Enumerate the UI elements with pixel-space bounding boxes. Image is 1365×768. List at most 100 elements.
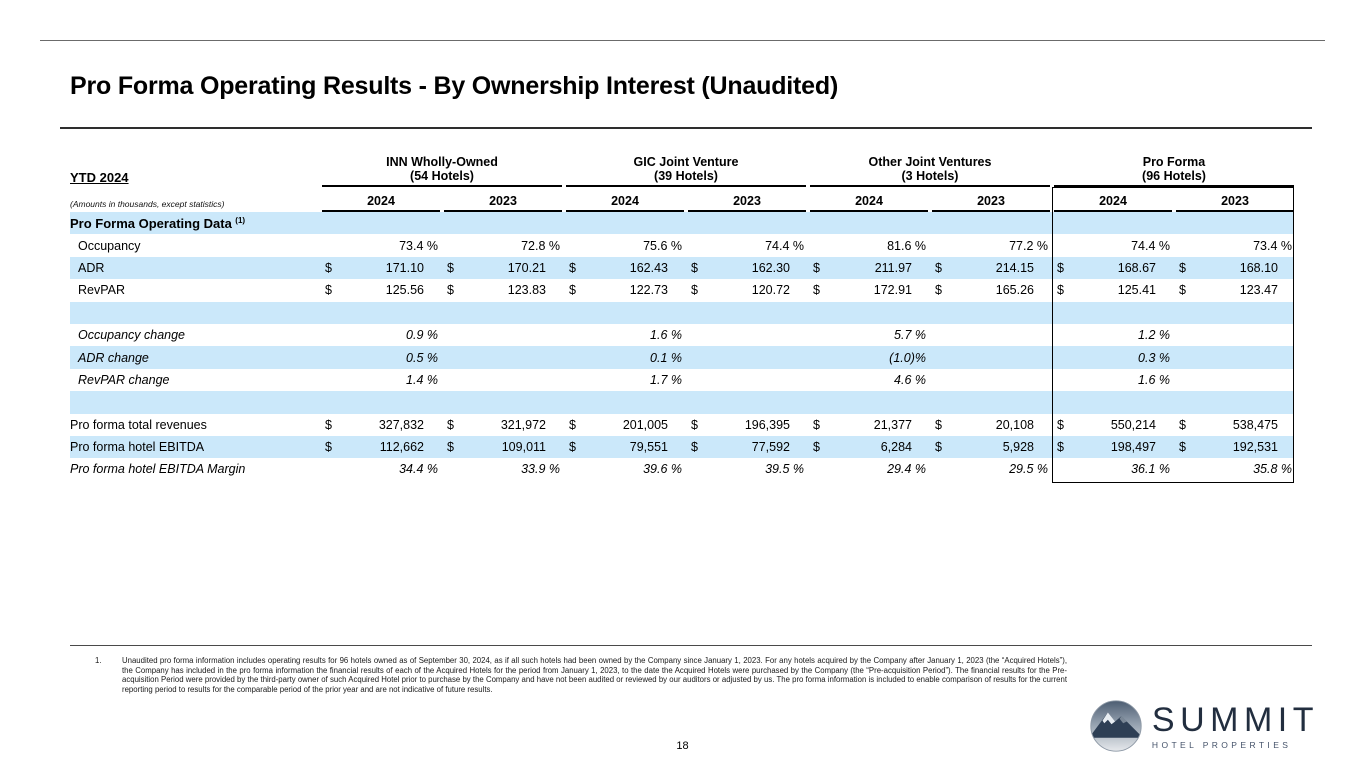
data-cell: $109,011: [444, 436, 562, 458]
group-hotels: (54 Hotels): [410, 169, 474, 183]
data-cell: $162.43: [566, 257, 684, 279]
data-cell: [688, 369, 806, 391]
year-header: 2023: [444, 187, 562, 212]
cell-value: 168.67: [1117, 260, 1156, 275]
dollar-sign: $: [1179, 260, 1186, 275]
data-cell: $201,005: [566, 414, 684, 436]
row-label-text: Pro Forma Operating Data: [70, 215, 232, 231]
table-row: ADR change 0.5 % 0.1 % (1.0)% 0.3 %: [70, 346, 1294, 369]
data-cell: $171.10: [322, 257, 440, 279]
ytd-cell: YTD 2024: [70, 150, 318, 187]
data-cell: [1176, 369, 1294, 391]
row-label: Pro forma total revenues: [70, 418, 318, 432]
data-cell: 39.5 %: [688, 458, 806, 480]
cell-value: 538,475: [1232, 417, 1278, 432]
cell-value: 81.6 %: [887, 238, 926, 253]
dollar-sign: $: [1057, 260, 1064, 275]
group-header-other-jv: Other Joint Ventures (3 Hotels): [810, 150, 1050, 187]
data-cell: $192,531: [1176, 436, 1294, 458]
group-hotels: (39 Hotels): [654, 169, 718, 183]
cell-value: 0.5 %: [406, 350, 438, 365]
data-cell: 74.4 %: [688, 234, 806, 256]
page-title: Pro Forma Operating Results - By Ownersh…: [70, 72, 839, 100]
data-cell: $77,592: [688, 436, 806, 458]
dollar-sign: $: [935, 260, 942, 275]
table-row: RevPAR $125.56 $123.83 $122.73 $120.72 $172.9…: [70, 279, 1294, 301]
cell-value: 550,214: [1110, 417, 1156, 432]
group-name: Other Joint Ventures: [868, 155, 992, 169]
data-cell: $20,108: [932, 414, 1050, 436]
data-cell: 0.5 %: [322, 346, 440, 368]
table-row: Pro forma total revenues $327,832 $321,972…: [70, 414, 1294, 436]
row-label-text: Pro forma total revenues: [70, 417, 207, 432]
data-cell: $538,475: [1176, 414, 1294, 436]
data-cell: $170.21: [444, 257, 562, 279]
data-cell: $5,928: [932, 436, 1050, 458]
data-cell: $122.73: [566, 279, 684, 301]
table-row: Occupancy change 0.9 % 1.6 % 5.7 % 1.2 %: [70, 324, 1294, 346]
logo-textblock: SUMMIT HOTEL PROPERTIES: [1152, 703, 1319, 750]
cell-value: 201,005: [622, 417, 668, 432]
year-header: 2024: [322, 187, 440, 212]
data-cell: [1176, 324, 1294, 346]
dollar-sign: $: [447, 440, 454, 455]
cell-value: 214.15: [995, 260, 1034, 275]
year-header: 2024: [1054, 187, 1172, 212]
amounts-note: (Amounts in thousands, except statistics…: [70, 199, 225, 209]
dollar-sign: $: [1057, 417, 1064, 432]
cell-value: 39.6 %: [643, 462, 682, 477]
group-header-gic: GIC Joint Venture (39 Hotels): [566, 150, 806, 187]
dollar-sign: $: [325, 283, 332, 298]
cell-value: 165.26: [995, 283, 1034, 298]
data-cell: 1.6 %: [566, 324, 684, 346]
table-row: ADR $171.10 $170.21 $162.43 $162.30 $211.97 $2…: [70, 256, 1294, 280]
dollar-sign: $: [813, 417, 820, 432]
year-header: 2023: [688, 187, 806, 212]
cell-value: 77.2 %: [1009, 238, 1048, 253]
data-cell: $321,972: [444, 414, 562, 436]
cell-value: 123.47: [1239, 283, 1278, 298]
cell-value: 0.3 %: [1138, 350, 1170, 365]
cell-value: 196,395: [744, 417, 790, 432]
mountain-icon: [1090, 700, 1142, 752]
year-header: 2023: [932, 187, 1050, 212]
cell-value: 29.4 %: [887, 462, 926, 477]
data-cell: 1.2 %: [1054, 324, 1172, 346]
year-header: 2024: [810, 187, 928, 212]
group-header-inn: INN Wholly-Owned (54 Hotels): [322, 150, 562, 187]
dollar-sign: $: [325, 440, 332, 455]
cell-value: 211.97: [874, 260, 912, 275]
cell-value: 74.4 %: [765, 238, 804, 253]
cell-value: 36.1 %: [1131, 462, 1170, 477]
data-cell: $165.26: [932, 279, 1050, 301]
cell-value: 39.5 %: [765, 462, 804, 477]
data-cell: [688, 324, 806, 346]
dollar-sign: $: [325, 417, 332, 432]
data-cell: 35.8 %: [1176, 458, 1294, 480]
data-cell: $112,662: [322, 436, 440, 458]
cell-value: 75.6 %: [643, 238, 682, 253]
section-header-row: Pro Forma Operating Data (1): [70, 212, 1294, 235]
cell-value: 0.9 %: [406, 328, 438, 343]
dollar-sign: $: [691, 260, 698, 275]
data-cell: 73.4 %: [1176, 234, 1294, 256]
year-header: 2023: [1176, 187, 1294, 212]
row-label: Pro forma hotel EBITDA: [70, 440, 318, 454]
cell-value: 170.21: [507, 260, 546, 275]
dollar-sign: $: [935, 440, 942, 455]
data-cell: $214.15: [932, 257, 1050, 279]
cell-value: (1.0)%: [889, 350, 926, 365]
data-cell: [932, 346, 1050, 368]
group-hotels: (3 Hotels): [901, 169, 959, 183]
data-cell: [1176, 346, 1294, 368]
group-header-pro-forma: Pro Forma (96 Hotels): [1054, 150, 1294, 187]
footnote-number: 1.: [95, 656, 102, 665]
cell-value: 327,832: [378, 417, 424, 432]
row-label: RevPAR change: [70, 373, 318, 387]
data-cell: 0.3 %: [1054, 346, 1172, 368]
dollar-sign: $: [1179, 283, 1186, 298]
data-cell: 29.4 %: [810, 458, 928, 480]
spacer-row: [70, 301, 1294, 324]
cell-value: 321,972: [500, 417, 546, 432]
